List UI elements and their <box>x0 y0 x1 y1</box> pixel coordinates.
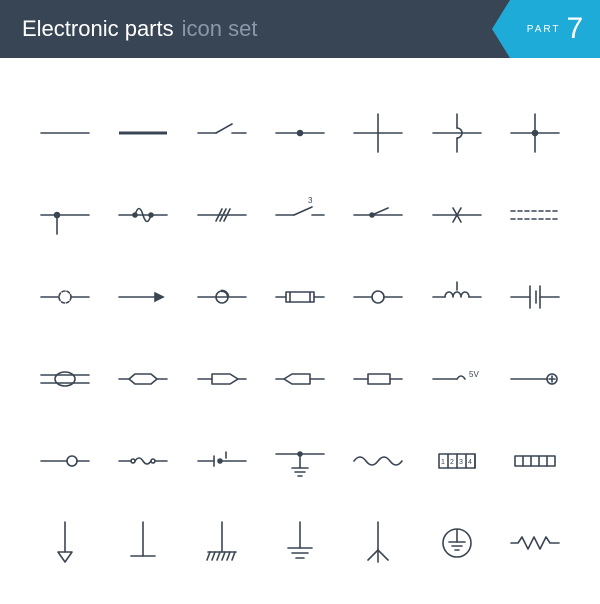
earth-circle-icon <box>419 502 493 584</box>
break-contact-icon <box>185 420 259 502</box>
switch-closed-icon <box>341 174 415 256</box>
fuse-ended-icon <box>263 256 337 338</box>
terminal-5v-icon: 5V <box>419 338 493 420</box>
switch-open-icon <box>185 92 259 174</box>
arrow-box-right-icon <box>185 338 259 420</box>
terminal-plus-icon <box>498 338 572 420</box>
double-contact-icon <box>106 174 180 256</box>
svg-text:3: 3 <box>308 196 313 205</box>
svg-text:2: 2 <box>450 459 454 466</box>
inductor-coils-icon <box>419 256 493 338</box>
title-sub: icon set <box>182 16 258 42</box>
ground-earth-icon <box>263 502 337 584</box>
cross-jump-icon <box>419 92 493 174</box>
wave-link-icon <box>106 420 180 502</box>
open-terminal-icon <box>28 420 102 502</box>
arrow-right-icon <box>106 256 180 338</box>
part-badge: part 7 <box>510 0 600 58</box>
oval-rail-icon <box>28 338 102 420</box>
junction-dot-icon <box>263 92 337 174</box>
cross-nc-icon <box>341 92 415 174</box>
wire-thin-icon <box>28 92 102 174</box>
part-number: 7 <box>567 14 584 44</box>
title-main: Electronic parts <box>22 16 174 42</box>
cross-joined-icon <box>498 92 572 174</box>
battery-icon <box>498 256 572 338</box>
tee-junction-icon <box>28 174 102 256</box>
icon-grid: 35V1234 <box>0 58 600 604</box>
wire-thick-icon <box>106 92 180 174</box>
segment-bar-icon <box>498 420 572 502</box>
dashed-pair-icon <box>498 174 572 256</box>
dip-1234-icon: 1234 <box>419 420 493 502</box>
ground-signal-icon <box>263 420 337 502</box>
zigzag-icon <box>498 502 572 584</box>
header-left: Electronic parts icon set <box>0 0 510 58</box>
arrow-box-left-icon <box>263 338 337 420</box>
ground-arrow-icon <box>28 502 102 584</box>
svg-text:4: 4 <box>468 459 472 466</box>
rake-ground-icon <box>185 502 259 584</box>
part-label: part <box>527 24 561 35</box>
header: Electronic parts icon set part 7 <box>0 0 600 58</box>
switch-marked-3-icon: 3 <box>263 174 337 256</box>
svg-text:3: 3 <box>459 459 463 466</box>
antenna-bar-icon <box>106 502 180 584</box>
fork-ground-icon <box>341 502 415 584</box>
circle-open-dashed-icon <box>28 256 102 338</box>
box-inline-icon <box>341 338 415 420</box>
circle-node-icon <box>341 256 415 338</box>
wave-line-icon <box>341 420 415 502</box>
triple-slash-icon <box>185 174 259 256</box>
ground-alt-icon <box>419 174 493 256</box>
hex-inline-icon <box>106 338 180 420</box>
svg-text:1: 1 <box>441 459 445 466</box>
svg-text:5V: 5V <box>469 370 479 379</box>
circle-loop-icon <box>185 256 259 338</box>
